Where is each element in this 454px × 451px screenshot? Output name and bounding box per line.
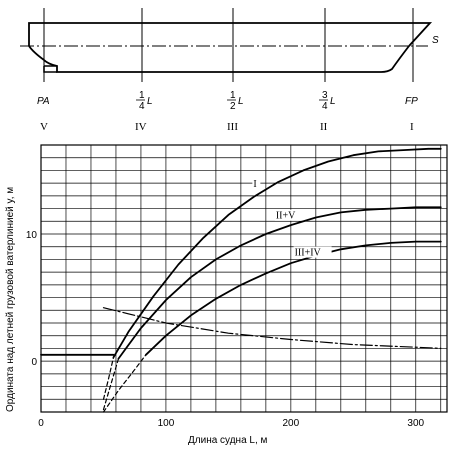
y-tick-label: 10 (26, 230, 38, 241)
station-pa-label: PA (37, 96, 50, 107)
station-fp-label: FP (405, 96, 418, 107)
chart: 0 100 200 300 0 10 I II+V III+IV (26, 144, 448, 429)
x-tick-label: 300 (407, 418, 424, 429)
curve-label-bg (252, 177, 261, 189)
frac-num: 3 (322, 90, 328, 101)
roman-I: I (410, 121, 414, 133)
series-stern (102, 307, 442, 349)
frac-num: 1 (139, 90, 145, 101)
roman-V: V (40, 121, 48, 133)
curve-label: II+V (276, 211, 296, 222)
curve-label: I (253, 179, 256, 190)
roman-II: II (320, 121, 328, 133)
frac-num: 1 (230, 90, 236, 101)
curve-labels: I II+V III+IV (252, 177, 332, 259)
frac-den: 2 (230, 101, 236, 112)
frac-den: 4 (139, 101, 145, 112)
curve-label-bg (274, 209, 301, 221)
series-i-ext (102, 356, 115, 400)
station-q3-label: 3 4 L (319, 90, 336, 112)
frac-L: L (330, 96, 336, 107)
y-axis-label: Ордината над летней грузовой ватерлинией… (5, 187, 16, 412)
roman-III: III (227, 121, 238, 133)
x-axis-label: Длина судна L, м (188, 435, 268, 446)
series-lines (40, 147, 442, 413)
frac-L: L (238, 96, 244, 107)
curve-label-bg (293, 246, 332, 258)
x-tick-label: 200 (283, 418, 300, 429)
x-tick-label: 0 (38, 418, 44, 429)
station-q2-label: 1 2 L (227, 90, 244, 112)
roman-IV: IV (135, 121, 147, 133)
waterline-label: S (432, 35, 439, 46)
series-ii-v-ext (102, 358, 120, 411)
frac-den: 4 (322, 101, 328, 112)
plot-frame (40, 144, 448, 413)
chart-grid (41, 145, 447, 412)
hull-outline (28, 22, 433, 73)
y-tick-label: 0 (31, 357, 37, 368)
ship-profile (20, 8, 433, 82)
frac-L: L (147, 96, 153, 107)
series-i (112, 147, 442, 359)
station-q1-label: 1 4 L (136, 90, 153, 112)
series-iii-iv (144, 240, 442, 356)
hull-stern-detail (43, 65, 57, 73)
axis-ticks: 0 100 200 300 0 10 (26, 230, 425, 429)
series-ii-v (117, 206, 442, 360)
x-tick-label: 100 (158, 418, 175, 429)
curve-label: III+IV (295, 248, 322, 259)
series-iii-iv-ext (102, 354, 147, 413)
